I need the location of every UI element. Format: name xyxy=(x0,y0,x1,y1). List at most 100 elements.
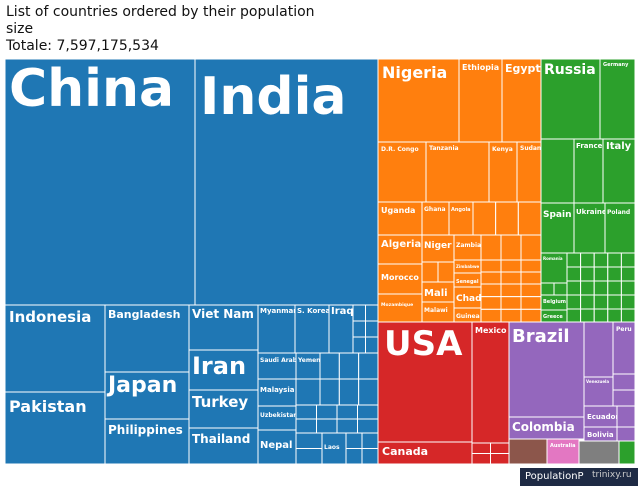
tile-unlabeled[interactable] xyxy=(540,138,575,204)
tile-indonesia[interactable] xyxy=(4,304,106,393)
tile-unlabeled[interactable] xyxy=(500,271,522,285)
tile-iran[interactable] xyxy=(188,349,259,391)
tile-philippines[interactable] xyxy=(104,418,190,465)
tile-morocco[interactable] xyxy=(377,263,423,295)
tile-italy[interactable] xyxy=(602,138,636,204)
tile-unlabeled[interactable] xyxy=(295,378,321,406)
tile-unlabeled[interactable] xyxy=(607,294,622,310)
tile-tanzania[interactable] xyxy=(425,141,490,203)
tile-japan[interactable] xyxy=(104,371,190,420)
tile-unlabeled[interactable] xyxy=(480,296,502,310)
tile-unlabeled[interactable] xyxy=(620,308,636,324)
tile-unlabeled[interactable] xyxy=(607,280,622,296)
tile-laos[interactable] xyxy=(321,432,347,465)
tile-unlabeled[interactable] xyxy=(295,418,317,434)
tile-unlabeled[interactable] xyxy=(358,378,379,406)
tile-unlabeled[interactable] xyxy=(358,352,379,380)
tile-unlabeled[interactable] xyxy=(357,418,379,434)
tile-unlabeled[interactable] xyxy=(620,266,636,282)
tile-unlabeled[interactable] xyxy=(295,432,323,449)
tile-unlabeled[interactable] xyxy=(500,308,522,323)
tile-france[interactable] xyxy=(573,138,604,204)
tile-unlabeled[interactable] xyxy=(612,389,636,407)
tile-unlabeled[interactable] xyxy=(365,336,379,354)
tile-unlabeled[interactable] xyxy=(480,283,502,298)
tile-romania[interactable] xyxy=(540,252,568,284)
tile-unlabeled[interactable] xyxy=(295,448,323,465)
tile-unlabeled[interactable] xyxy=(437,261,455,283)
tile-unlabeled[interactable] xyxy=(365,304,379,322)
tile-malaysia[interactable] xyxy=(257,378,297,407)
tile-unlabeled[interactable] xyxy=(566,252,582,268)
tile-unlabeled[interactable] xyxy=(580,266,595,282)
tile-germany[interactable] xyxy=(599,58,636,140)
tile-unlabeled[interactable] xyxy=(618,440,636,465)
tile-unlabeled[interactable] xyxy=(295,404,317,420)
tile-unlabeled[interactable] xyxy=(520,259,542,273)
tile-unlabeled[interactable] xyxy=(580,252,595,268)
tile-unlabeled[interactable] xyxy=(566,294,582,310)
tile-unlabeled[interactable] xyxy=(593,294,609,310)
tile-pakistan[interactable] xyxy=(4,391,106,465)
tile-unlabeled[interactable] xyxy=(361,432,379,449)
tile-unlabeled[interactable] xyxy=(566,308,582,324)
tile-unlabeled[interactable] xyxy=(480,271,502,285)
tile-unlabeled[interactable] xyxy=(319,378,340,406)
tile-brazil[interactable] xyxy=(508,321,585,418)
tile-unlabeled[interactable] xyxy=(316,404,338,420)
credit-badge[interactable]: PopulationP xyxy=(520,468,638,486)
tile-unlabeled[interactable] xyxy=(490,442,510,454)
tile-unlabeled[interactable] xyxy=(480,259,502,273)
tile-unlabeled[interactable] xyxy=(471,453,491,465)
tile-bangladesh[interactable] xyxy=(104,304,190,373)
tile-unlabeled[interactable] xyxy=(566,280,582,296)
tile-unlabeled[interactable] xyxy=(352,320,366,338)
tile-unlabeled[interactable] xyxy=(607,266,622,282)
tile-unlabeled[interactable] xyxy=(361,448,379,465)
tile-unlabeled[interactable] xyxy=(540,282,555,296)
tile-unlabeled[interactable] xyxy=(345,432,363,449)
tile-unlabeled[interactable] xyxy=(553,282,568,296)
tile-unlabeled[interactable] xyxy=(580,280,595,296)
tile-s-korea[interactable] xyxy=(294,304,330,354)
tile-unlabeled[interactable] xyxy=(520,271,542,285)
tile-unlabeled[interactable] xyxy=(612,373,636,391)
tile-saudi-arabia[interactable] xyxy=(257,352,297,380)
tile-unlabeled[interactable] xyxy=(566,266,582,282)
tile-uganda[interactable] xyxy=(377,201,423,236)
tile-unlabeled[interactable] xyxy=(593,266,609,282)
tile-unlabeled[interactable] xyxy=(338,378,360,406)
tile-poland[interactable] xyxy=(604,202,636,254)
tile-ukraine[interactable] xyxy=(573,202,606,254)
tile-nigeria[interactable] xyxy=(377,58,460,143)
tile-sudan[interactable] xyxy=(516,141,542,203)
tile-unlabeled[interactable] xyxy=(500,283,522,298)
tile-unlabeled[interactable] xyxy=(520,296,542,310)
tile-thailand[interactable] xyxy=(188,427,259,465)
tile-unlabeled[interactable] xyxy=(593,308,609,324)
tile-unlabeled[interactable] xyxy=(336,404,358,420)
tile-unlabeled[interactable] xyxy=(319,352,340,380)
tile-unlabeled[interactable] xyxy=(580,308,595,324)
tile-unlabeled[interactable] xyxy=(620,280,636,296)
tile-unlabeled[interactable] xyxy=(357,404,379,420)
tile-unlabeled[interactable] xyxy=(607,252,622,268)
tile-unlabeled[interactable] xyxy=(345,448,363,465)
tile-unlabeled[interactable] xyxy=(500,259,522,273)
tile-unlabeled[interactable] xyxy=(472,201,497,236)
tile-egypt[interactable] xyxy=(501,58,542,143)
tile-algeria[interactable] xyxy=(377,234,423,265)
tile-unlabeled[interactable] xyxy=(583,321,614,378)
tile-unlabeled[interactable] xyxy=(620,294,636,310)
tile-unlabeled[interactable] xyxy=(593,280,609,296)
tile-unlabeled[interactable] xyxy=(620,252,636,268)
tile-unlabeled[interactable] xyxy=(471,442,491,454)
tile-unlabeled[interactable] xyxy=(490,453,510,465)
tile-china[interactable] xyxy=(4,58,196,306)
tile-mozambique[interactable] xyxy=(377,293,423,323)
tile-unlabeled[interactable] xyxy=(365,320,379,338)
tile-unlabeled[interactable] xyxy=(616,426,636,442)
tile-usa[interactable] xyxy=(377,321,473,443)
tile-unlabeled[interactable] xyxy=(517,201,542,236)
tile-ghana[interactable] xyxy=(421,201,450,236)
